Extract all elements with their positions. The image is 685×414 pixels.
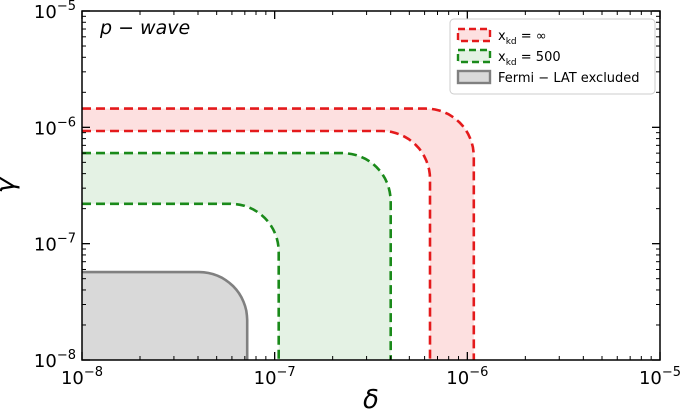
legend-label-2: Fermi − LAT excluded [498,71,640,86]
legend: xkd = ∞ xkd = 500 Fermi − LAT excluded [449,18,656,95]
x-tick-label-1: 10−7 [254,365,296,389]
x-tick-label-3: 10−5 [639,365,681,389]
legend-swatch-0 [456,27,492,43]
legend-box [449,18,656,95]
legend-swatch-1 [456,48,492,64]
x-tick-label-0: 10−8 [61,365,103,389]
y-tick-label-3: 10−5 [34,0,76,23]
regions-layer [82,107,476,360]
legend-label-1: xkd = 500 [498,50,561,68]
series-1-band-fill [82,153,391,360]
y-tick-label-0: 10−8 [34,348,76,372]
x-axis-label: δ [363,385,379,414]
series-0-band-fill [82,108,474,360]
series-0-lower-line [82,129,432,360]
x-tick-label-2: 10−6 [446,365,488,389]
y-tick-label-1: 10−7 [34,232,76,256]
ticks-layer: 10−8 10−7 10−6 10−5 10−8 10−7 10−6 10−5 [34,0,681,389]
y-tick-label-2: 10−6 [34,115,76,139]
legend-swatch-2 [456,69,492,85]
series-0-upper-line [82,107,476,360]
legend-label-0: xkd = ∞ [498,29,547,47]
series-2-boundary-line [82,270,249,360]
plot-area-frame [81,10,661,361]
y-axis-label: γ [0,176,21,193]
series-1-lower-line [82,202,280,360]
series-2-fill [82,272,248,360]
series-1-upper-line [82,151,392,360]
panel-annotation: p − wave [99,17,190,39]
